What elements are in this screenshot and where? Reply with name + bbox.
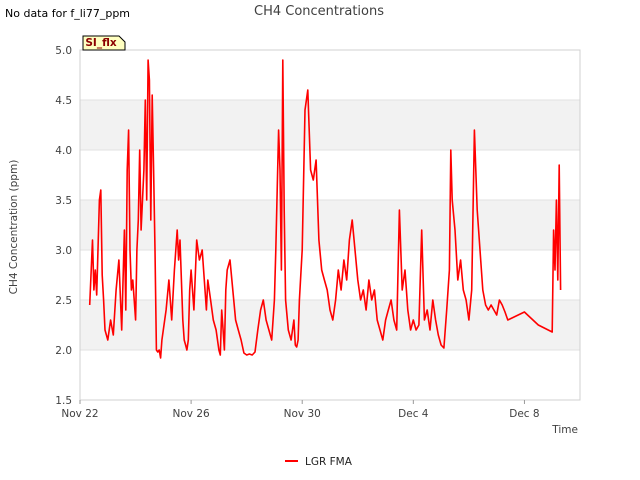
plot-border bbox=[79, 49, 581, 401]
no-data-note: No data for f_li77_ppm bbox=[5, 7, 131, 20]
y-tick-label: 2.0 bbox=[55, 345, 72, 357]
x-tick-label: Nov 22 bbox=[61, 408, 98, 420]
y-tick-label: 4.0 bbox=[55, 145, 72, 157]
y-tick-label: 3.0 bbox=[55, 245, 72, 257]
y-tick-label: 2.5 bbox=[55, 295, 72, 307]
x-tick-label: Nov 26 bbox=[173, 408, 211, 420]
chart-title: CH4 Concentrations bbox=[254, 4, 384, 19]
background-band bbox=[80, 100, 580, 150]
x-axis-label: Time bbox=[551, 424, 578, 436]
legend-label-lgr-fma: LGR FMA bbox=[305, 456, 353, 468]
y-tick-label: 5.0 bbox=[55, 45, 72, 57]
legend: LGR FMA bbox=[285, 456, 353, 468]
y-tick-label: 3.5 bbox=[55, 195, 72, 207]
y-tick-label: 4.5 bbox=[55, 95, 72, 107]
y-axis-label: CH4 Concentration (ppm) bbox=[8, 160, 20, 295]
x-tick-label: Dec 8 bbox=[509, 408, 539, 420]
background-band bbox=[80, 200, 580, 250]
series-layer bbox=[88, 59, 562, 359]
series-line-lgr-fma bbox=[88, 59, 562, 359]
x-tick-label: Nov 30 bbox=[284, 408, 321, 420]
y-axis-ticks: 1.5 2.0 2.5 3.0 3.5 4.0 4.5 5.0 bbox=[55, 45, 72, 407]
y-tick-label: 1.5 bbox=[55, 395, 72, 407]
x-tick-label: Dec 4 bbox=[398, 408, 429, 420]
x-axis-ticks: Nov 22 Nov 26 Nov 30 Dec 4 Dec 8 bbox=[61, 400, 540, 420]
flag-badge-text: SI_flx bbox=[85, 37, 117, 49]
flag-badge: SI_flx bbox=[82, 35, 126, 51]
